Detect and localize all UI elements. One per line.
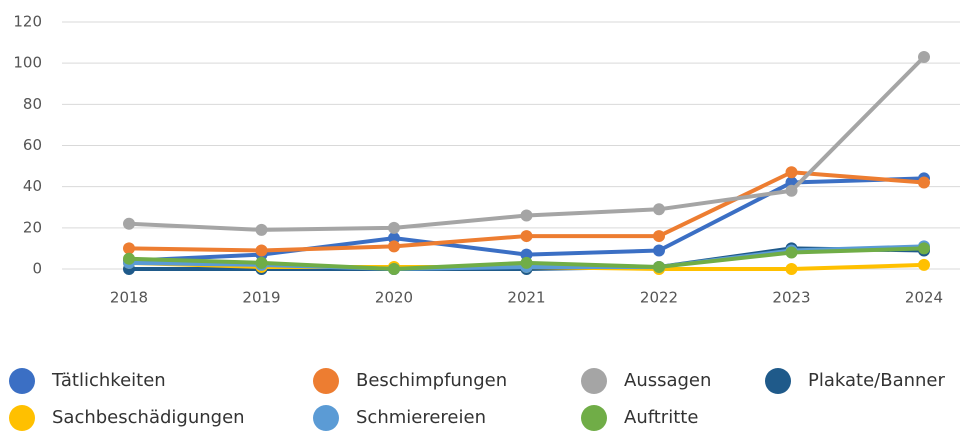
point <box>255 244 268 257</box>
point <box>123 242 135 255</box>
point <box>653 244 665 257</box>
point <box>653 203 665 216</box>
point <box>653 230 665 243</box>
x-tick-label: 2018 <box>110 289 148 307</box>
legend-swatch <box>765 368 791 394</box>
x-tick-label: 2021 <box>507 289 545 307</box>
legend-label: Plakate/Banner <box>808 370 945 391</box>
point <box>123 217 135 230</box>
point <box>918 176 930 189</box>
y-tick-label: 80 <box>23 95 42 113</box>
point <box>918 50 930 63</box>
legend-label: Sachbeschädigungen <box>52 407 245 428</box>
legend-swatch <box>313 405 339 431</box>
point <box>388 221 400 234</box>
x-tick-label: 2023 <box>772 289 810 307</box>
point <box>785 246 798 259</box>
point <box>388 263 400 275</box>
point <box>388 232 400 245</box>
point <box>388 240 400 253</box>
x-tick-label: 2020 <box>375 289 413 307</box>
y-tick-label: 20 <box>23 218 42 236</box>
legend-label: Beschimpfungen <box>356 370 507 391</box>
legend-swatch <box>9 368 35 394</box>
point <box>255 223 268 236</box>
point <box>520 230 533 243</box>
point <box>520 209 533 222</box>
point <box>520 256 533 269</box>
legend-swatch <box>9 405 35 431</box>
point <box>123 252 135 265</box>
y-tick-label: 120 <box>13 13 42 31</box>
point <box>785 263 798 275</box>
x-tick-label: 2024 <box>905 289 943 307</box>
series-line <box>128 55 926 232</box>
x-tick-label: 2019 <box>242 289 280 307</box>
legend-label: Schmierereien <box>356 407 486 428</box>
legend-label: Aussagen <box>624 370 711 391</box>
x-tick-label: 2022 <box>640 289 678 307</box>
point <box>785 166 798 179</box>
legend-swatch <box>581 405 607 431</box>
y-tick-label: 40 <box>23 177 42 195</box>
y-tick-label: 100 <box>13 54 42 72</box>
point <box>918 242 930 255</box>
point <box>653 260 665 273</box>
point <box>785 184 798 197</box>
y-tick-label: 60 <box>23 136 42 154</box>
point <box>520 248 533 261</box>
point <box>255 256 268 269</box>
y-tick-label: 0 <box>32 260 42 278</box>
legend-label: Tätlichkeiten <box>51 370 166 391</box>
legend-swatch <box>581 368 607 394</box>
legend-label: Auftritte <box>624 407 698 428</box>
legend-swatch <box>313 368 339 394</box>
point <box>918 258 930 271</box>
